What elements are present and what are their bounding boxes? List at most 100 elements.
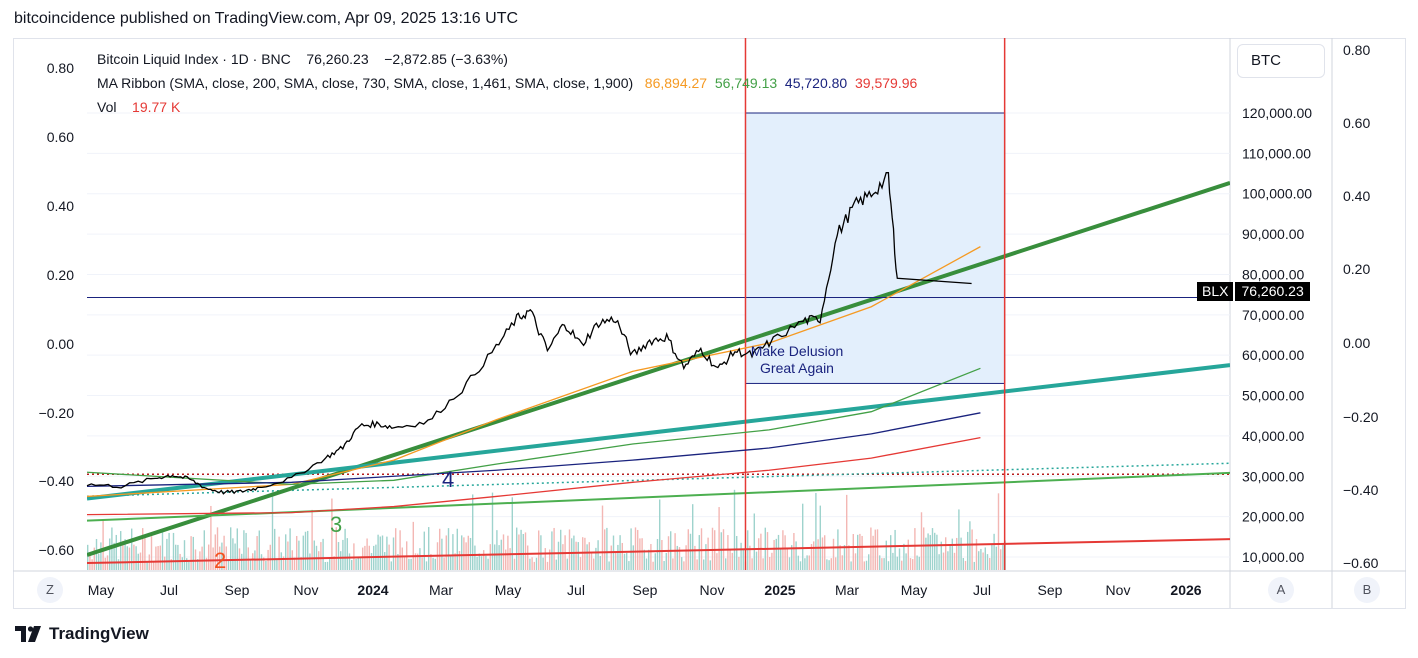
volume-bar — [956, 537, 958, 570]
volume-bar — [753, 513, 755, 570]
volume-bar — [401, 547, 403, 570]
volume-bar — [188, 561, 190, 570]
zoom-left-button[interactable]: Z — [37, 577, 63, 603]
volume-bar — [511, 497, 513, 570]
volume-bar — [909, 558, 912, 570]
volume-bar — [672, 558, 674, 570]
volume-bar — [533, 561, 535, 570]
volume-bar — [227, 560, 230, 570]
volume-bar — [577, 542, 579, 570]
volume-bar — [131, 528, 133, 570]
volume-bar — [606, 527, 608, 570]
volume-bar — [962, 558, 964, 570]
volume-bar — [461, 535, 463, 570]
time-axis-label: Mar — [835, 582, 859, 598]
volume-bar — [104, 557, 106, 570]
volume-bar — [623, 553, 626, 570]
trend-line-2[interactable] — [87, 363, 1230, 501]
auto-scale-button[interactable]: A — [1268, 577, 1294, 603]
volume-bar — [826, 559, 828, 570]
volume-bar — [399, 530, 401, 570]
volume-bar — [678, 547, 681, 570]
volume-bar — [832, 538, 835, 570]
oscillator-right-label: −0.20 — [1343, 409, 1379, 425]
time-axis-label: Nov — [294, 582, 319, 598]
volume-bar — [421, 557, 423, 570]
ma-series-4[interactable] — [87, 436, 981, 516]
volume-bar — [604, 529, 606, 570]
volume-bar — [861, 535, 863, 570]
volume-bar — [535, 557, 538, 570]
price-axis-label: 50,000.00 — [1242, 388, 1304, 404]
volume-bar — [531, 557, 533, 570]
trend-line-4[interactable] — [87, 538, 1230, 565]
volume-bar — [806, 555, 808, 570]
volume-bar — [419, 548, 421, 570]
legend-symbol[interactable]: Bitcoin Liquid Index · 1D · BNC — [97, 51, 291, 67]
chart-annotation[interactable]: Make Delusion Great Again — [722, 343, 872, 377]
volume-bar — [914, 528, 916, 570]
price-axis-label: 20,000.00 — [1242, 509, 1304, 525]
price-series-line[interactable] — [86, 172, 972, 495]
volume-bar — [192, 536, 194, 570]
volume-bar — [476, 556, 478, 570]
volume-bar — [223, 535, 225, 570]
highlight-range-box[interactable] — [744, 112, 1006, 384]
volume-bar — [784, 535, 786, 570]
oscillator-right-label: 0.60 — [1343, 115, 1370, 131]
volume-bar — [408, 558, 410, 570]
volume-bar — [868, 554, 870, 570]
oscillator-right-label: 0.20 — [1343, 261, 1370, 277]
volume-bar — [579, 557, 582, 570]
volume-bar — [313, 540, 315, 570]
volume-bar — [837, 529, 839, 570]
ma-series-3[interactable] — [87, 412, 981, 488]
volume-bar — [390, 561, 392, 570]
volume-bar — [155, 546, 157, 570]
oscillator-left-label: −0.20 — [39, 405, 75, 421]
volume-bar — [265, 560, 267, 570]
volume-bar — [808, 555, 810, 570]
currency-selector[interactable]: BTC — [1237, 44, 1325, 78]
volume-bar — [520, 529, 522, 570]
price-tag: BLX 76,260.23 — [1197, 282, 1310, 301]
volume-bar — [282, 556, 285, 570]
volume-bar — [989, 557, 991, 570]
volume-bar — [126, 546, 128, 570]
volume-bar — [516, 527, 518, 570]
volume-bar — [562, 544, 564, 570]
volume-bar — [439, 528, 441, 570]
volume-bar — [925, 537, 927, 570]
oscillator-left-label: 0.80 — [47, 60, 74, 76]
legend-vol-value: 19.77 K — [132, 99, 181, 115]
volume-bar — [835, 557, 837, 570]
volume-bar — [447, 528, 450, 570]
ma-series-2[interactable] — [87, 367, 981, 485]
footer-brand[interactable]: TradingView — [15, 624, 149, 644]
volume-bar — [982, 552, 984, 570]
scale-b-button[interactable]: B — [1354, 577, 1380, 603]
wave-label-3: 3 — [330, 512, 342, 537]
volume-bar — [146, 561, 148, 570]
volume-bar — [428, 527, 430, 570]
volume-bar — [432, 557, 434, 570]
volume-bar — [949, 544, 951, 570]
price-axis-label: 90,000.00 — [1242, 226, 1304, 242]
volume-bar — [995, 546, 997, 570]
trend-line-1[interactable] — [87, 181, 1230, 557]
legend-vol-label[interactable]: Vol — [97, 99, 117, 115]
volume-bar — [326, 561, 329, 570]
volume-bar — [720, 532, 722, 570]
volume-bar — [489, 544, 491, 570]
ma-series-1[interactable] — [87, 246, 981, 498]
legend-ma-label[interactable]: MA Ribbon (SMA, close, 200, SMA, close, … — [97, 75, 634, 91]
volume-bar — [766, 532, 769, 570]
time-axis-label: May — [495, 582, 521, 598]
volume-bar — [656, 539, 659, 570]
volume-bar — [168, 532, 170, 570]
volume-bar — [782, 530, 784, 570]
legend-ma-values: 86,894.27 56,749.13 45,720.80 39,579.96 — [637, 75, 917, 91]
time-axis-label: Jul — [973, 582, 991, 598]
volume-bar — [637, 529, 639, 570]
